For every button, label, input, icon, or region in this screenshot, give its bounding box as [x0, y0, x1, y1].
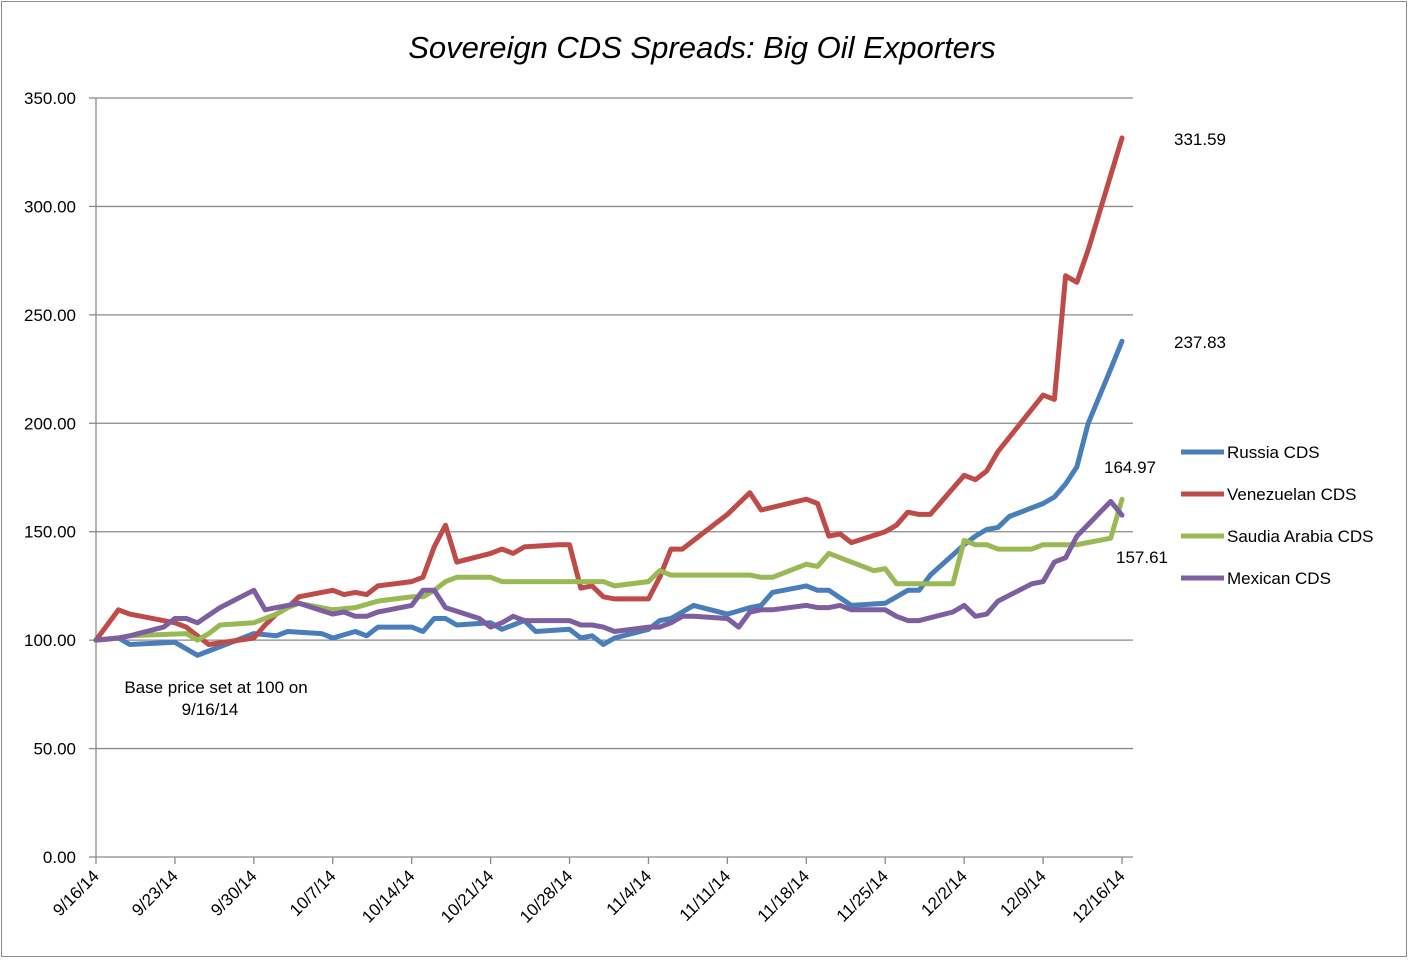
y-tick-labels: 0.00 50.00 100.00 150.00 200.00 250.00 300.00 3…	[24, 89, 76, 867]
end-value-label: 331.59	[1174, 130, 1226, 149]
base-price-annotation: Base price set at 100 on 9/16/14	[124, 678, 307, 719]
end-value-labels: 331.59 237.83 164.97 157.61	[1104, 130, 1226, 567]
y-tick-label: 100.00	[24, 631, 76, 650]
y-tick-label: 50.00	[33, 740, 76, 759]
legend-label-russia-cds: Russia CDS	[1227, 443, 1320, 462]
series-line-mexican-cds	[93, 498, 1125, 643]
y-tick-label: 200.00	[24, 414, 76, 433]
legend-label-saudia-arabia-cds: Saudia Arabia CDS	[1227, 527, 1373, 546]
end-value-label: 157.61	[1116, 548, 1168, 567]
y-tick-label: 350.00	[24, 89, 76, 108]
annotation-line: 9/16/14	[182, 700, 239, 719]
y-tick-label: 250.00	[24, 306, 76, 325]
series-line-saudia-arabia-cds	[93, 496, 1125, 643]
legend-label-venezuelan-cds: Venezuelan CDS	[1227, 485, 1356, 504]
series-line-russia-cds	[93, 338, 1125, 658]
y-tick-label: 150.00	[24, 523, 76, 542]
y-tick-label: 0.00	[43, 848, 76, 867]
series-lines	[93, 135, 1125, 658]
chart-title: Sovereign CDS Spreads: Big Oil Exporters	[408, 30, 996, 65]
end-value-label: 237.83	[1174, 333, 1226, 352]
axes	[89, 97, 1133, 864]
annotation-line: Base price set at 100 on	[124, 678, 307, 697]
end-value-label: 164.97	[1104, 458, 1156, 477]
legend: Russia CDS Venezuelan CDS Saudia Arabia CD…	[1181, 443, 1373, 588]
legend-label-mexican-cds: Mexican CDS	[1227, 569, 1331, 588]
y-tick-label: 300.00	[24, 197, 76, 216]
